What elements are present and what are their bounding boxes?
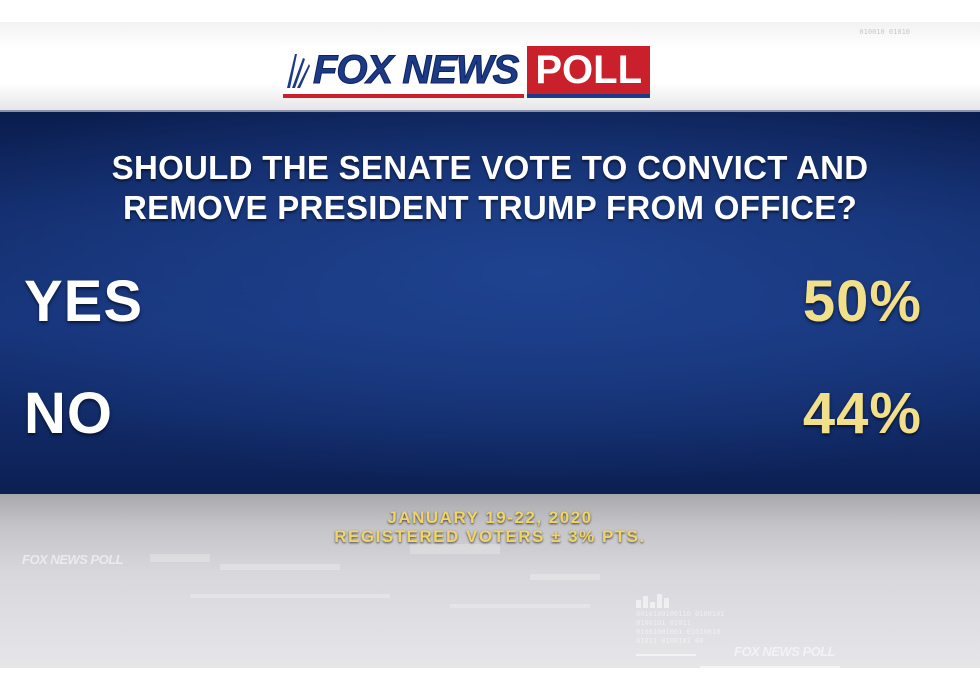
answer-value-yes: 50% (802, 269, 922, 334)
fox-news-poll-logo: FOX NEWS POLL (283, 46, 651, 98)
answer-value-no: 44% (802, 381, 922, 446)
watermark-logo-left: FOX NEWS POLL (22, 552, 124, 567)
fox-news-wordmark: FOX NEWS (312, 48, 519, 93)
decorative-line (700, 666, 840, 668)
results-panel: SHOULD THE SENATE VOTE TO CONVICT AND RE… (0, 110, 980, 498)
code-line: 01001001001 01010010 (636, 628, 721, 636)
poll-footnote: JANUARY 19-22, 2020 REGISTERED VOTERS ± … (0, 508, 980, 546)
decorative-grid (150, 534, 670, 654)
poll-dates: JANUARY 19-22, 2020 (387, 508, 593, 527)
answer-label-no: NO (24, 381, 113, 446)
answer-label-yes: YES (24, 269, 144, 334)
decorative-code: 010010 01010 (859, 28, 910, 36)
header-bar: 010010 01010 FOX NEWS POLL (0, 22, 980, 110)
decorative-code-block: 0010100100110 0100101 0100101 01011 0100… (636, 610, 725, 646)
decorative-line (636, 654, 696, 656)
poll-badge: POLL (527, 46, 651, 98)
poll-wordmark: POLL (535, 48, 643, 92)
code-line: 0100101 01011 (636, 619, 691, 627)
fox-news-logo: FOX NEWS (283, 46, 525, 98)
code-line: 01011 0100101 00 (636, 637, 704, 645)
question-line-2: REMOVE PRESIDENT TRUMP FROM OFFICE? (122, 189, 858, 226)
poll-sample-margin: REGISTERED VOTERS ± 3% PTS. (334, 527, 646, 546)
searchlight-rays-icon (287, 54, 310, 88)
code-line: 0010100100110 0100101 (636, 610, 725, 618)
poll-question: SHOULD THE SENATE VOTE TO CONVICT AND RE… (0, 148, 980, 228)
question-line-1: SHOULD THE SENATE VOTE TO CONVICT AND (111, 149, 869, 186)
decorative-bars-icon (636, 594, 676, 608)
lower-background: FOX NEWS POLL 0010100100110 0100101 0100… (0, 494, 980, 668)
poll-graphic: 010010 01010 FOX NEWS POLL SHOULD THE SE… (0, 22, 980, 668)
watermark-logo-right: FOX NEWS POLL (734, 644, 836, 659)
